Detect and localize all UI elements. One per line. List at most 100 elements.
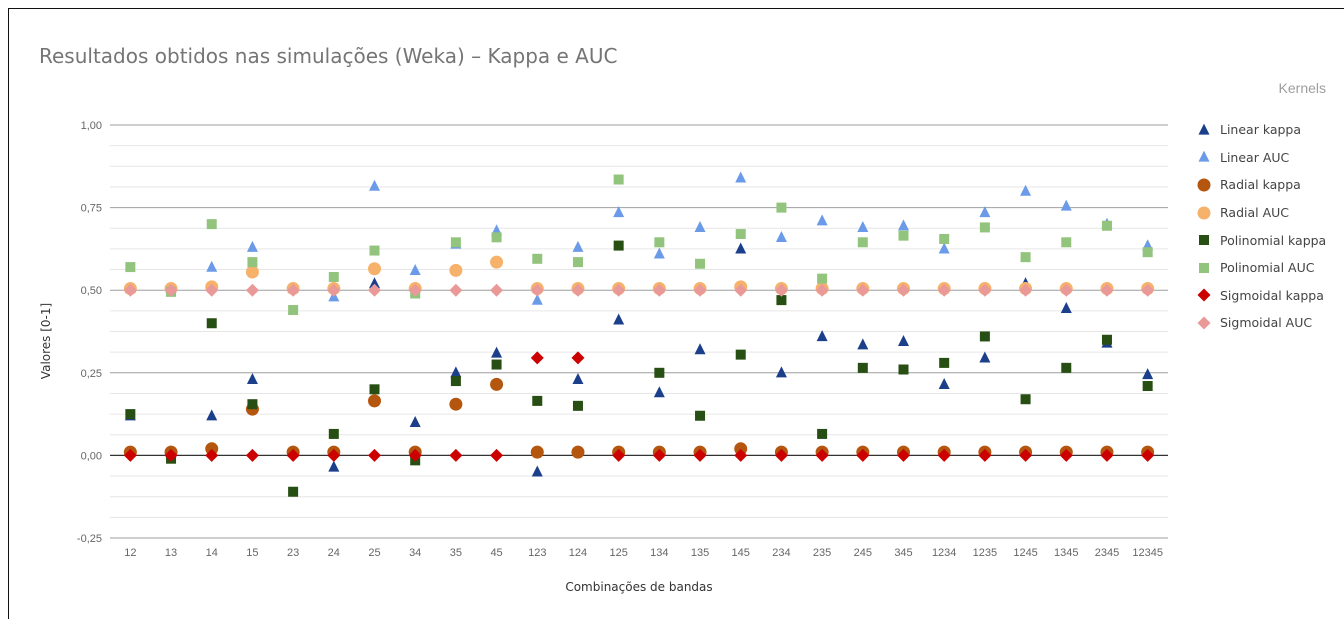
point-sigmoidal-auc xyxy=(449,283,463,297)
legend-marker-diamond-icon xyxy=(1197,288,1211,302)
point-polinomial-auc xyxy=(206,219,217,230)
point-polinomial-kappa xyxy=(817,428,828,439)
legend-item-radial-auc[interactable]: Radial AUC xyxy=(1196,199,1326,227)
point-sigmoidal-auc xyxy=(978,283,992,297)
legend-marker-shape xyxy=(1199,262,1209,273)
point-linear-auc xyxy=(206,260,218,272)
legend-label: Polinomial AUC xyxy=(1220,260,1315,276)
x-tick-label: 35 xyxy=(450,547,462,559)
point-sigmoidal-auc xyxy=(1019,283,1033,297)
legend-item-polinomial-kappa[interactable]: Polinomial kappa xyxy=(1196,226,1326,254)
x-tick-label: 145 xyxy=(732,547,750,559)
point-linear-kappa xyxy=(531,465,543,477)
legend-item-polinomial-auc[interactable]: Polinomial AUC xyxy=(1196,254,1326,282)
x-tick-label: 125 xyxy=(609,547,627,559)
point-linear-auc xyxy=(898,219,909,231)
point-sigmoidal-kappa xyxy=(286,448,300,462)
point-linear-auc xyxy=(979,206,991,218)
point-polinomial-auc xyxy=(613,174,624,185)
point-polinomial-kappa xyxy=(288,486,299,497)
point-radial-auc xyxy=(449,263,463,277)
point-linear-kappa xyxy=(816,330,828,342)
legend-item-sigmoidal-kappa[interactable]: Sigmoidal kappa xyxy=(1196,282,1326,310)
x-tick-label: 23 xyxy=(287,547,299,559)
x-tick-label: 25 xyxy=(368,547,380,559)
legend-label: Radial kappa xyxy=(1220,177,1301,193)
point-sigmoidal-kappa xyxy=(245,448,259,462)
x-tick-label: 124 xyxy=(569,547,587,559)
point-linear-kappa xyxy=(979,351,991,363)
point-sigmoidal-kappa xyxy=(774,448,788,462)
x-tick-label: 1245 xyxy=(1013,547,1037,559)
point-sigmoidal-auc xyxy=(327,283,341,297)
point-polinomial-auc xyxy=(857,237,868,248)
data-points xyxy=(123,171,1155,497)
point-polinomial-auc xyxy=(735,229,746,240)
x-tick-label: 245 xyxy=(854,547,872,559)
point-sigmoidal-kappa xyxy=(1019,448,1033,462)
y-tick-label: 0,25 xyxy=(81,368,102,380)
point-linear-kappa xyxy=(246,373,258,385)
point-sigmoidal-auc xyxy=(937,283,951,297)
point-linear-kappa xyxy=(369,277,380,289)
point-polinomial-kappa xyxy=(247,399,258,410)
point-polinomial-kappa xyxy=(776,295,787,306)
point-polinomial-auc xyxy=(491,232,502,243)
point-linear-kappa xyxy=(735,242,747,254)
point-sigmoidal-auc xyxy=(612,283,626,297)
point-linear-auc xyxy=(857,221,869,233)
point-polinomial-kappa xyxy=(369,384,380,395)
point-sigmoidal-auc xyxy=(245,283,259,297)
point-linear-auc xyxy=(694,221,706,233)
legend-item-sigmoidal-auc[interactable]: Sigmoidal AUC xyxy=(1196,309,1326,337)
point-polinomial-kappa xyxy=(654,367,665,378)
point-sigmoidal-kappa xyxy=(1141,448,1155,462)
legend-marker-square-icon xyxy=(1199,262,1209,273)
point-linear-kappa xyxy=(938,377,950,389)
point-sigmoidal-auc xyxy=(286,283,300,297)
point-polinomial-auc xyxy=(572,257,583,268)
y-tick-label: 0,50 xyxy=(81,285,102,297)
point-radial-kappa xyxy=(734,442,748,456)
point-linear-kappa xyxy=(328,460,340,472)
point-polinomial-kappa xyxy=(450,376,461,387)
y-tick-label: -0,25 xyxy=(77,533,102,545)
x-tick-label: 12345 xyxy=(1132,547,1163,559)
legend-item-radial-kappa[interactable]: Radial kappa xyxy=(1196,171,1326,199)
point-polinomial-kappa xyxy=(695,410,706,421)
legend-marker-shape xyxy=(1197,316,1211,330)
point-polinomial-kappa xyxy=(857,362,868,373)
point-polinomial-auc xyxy=(288,305,299,316)
chart-title: Resultados obtidos nas simulações (Weka)… xyxy=(39,44,618,68)
point-polinomial-kappa xyxy=(1020,394,1031,405)
point-linear-kappa xyxy=(653,386,665,398)
point-sigmoidal-auc xyxy=(530,283,544,297)
point-sigmoidal-kappa xyxy=(1100,448,1114,462)
x-tick-label: 134 xyxy=(650,547,668,559)
legend-label: Linear AUC xyxy=(1220,149,1290,165)
point-linear-auc xyxy=(775,230,787,242)
point-polinomial-kappa xyxy=(613,240,624,251)
point-sigmoidal-kappa xyxy=(937,448,951,462)
point-polinomial-auc xyxy=(1101,220,1112,231)
point-polinomial-auc xyxy=(532,253,543,264)
series-linear-auc xyxy=(124,171,1154,305)
grid-lines xyxy=(110,124,1168,539)
point-linear-auc xyxy=(735,171,747,183)
point-radial-kappa xyxy=(530,445,544,459)
point-sigmoidal-kappa xyxy=(327,448,341,462)
point-linear-kappa xyxy=(409,415,421,427)
legend-label: Sigmoidal kappa xyxy=(1220,287,1324,303)
x-tick-label: 135 xyxy=(691,547,709,559)
point-polinomial-kappa xyxy=(898,364,909,375)
point-linear-auc xyxy=(409,263,421,275)
point-sigmoidal-auc xyxy=(774,283,788,297)
point-linear-auc xyxy=(1060,199,1072,211)
legend-item-linear-auc[interactable]: Linear AUC xyxy=(1196,144,1326,172)
point-sigmoidal-auc xyxy=(490,283,504,297)
point-sigmoidal-kappa xyxy=(978,448,992,462)
legend-item-linear-kappa[interactable]: Linear kappa xyxy=(1196,116,1326,144)
point-sigmoidal-kappa xyxy=(652,448,666,462)
legend-marker-triangle-icon xyxy=(1198,123,1210,135)
point-polinomial-auc xyxy=(1061,237,1072,248)
